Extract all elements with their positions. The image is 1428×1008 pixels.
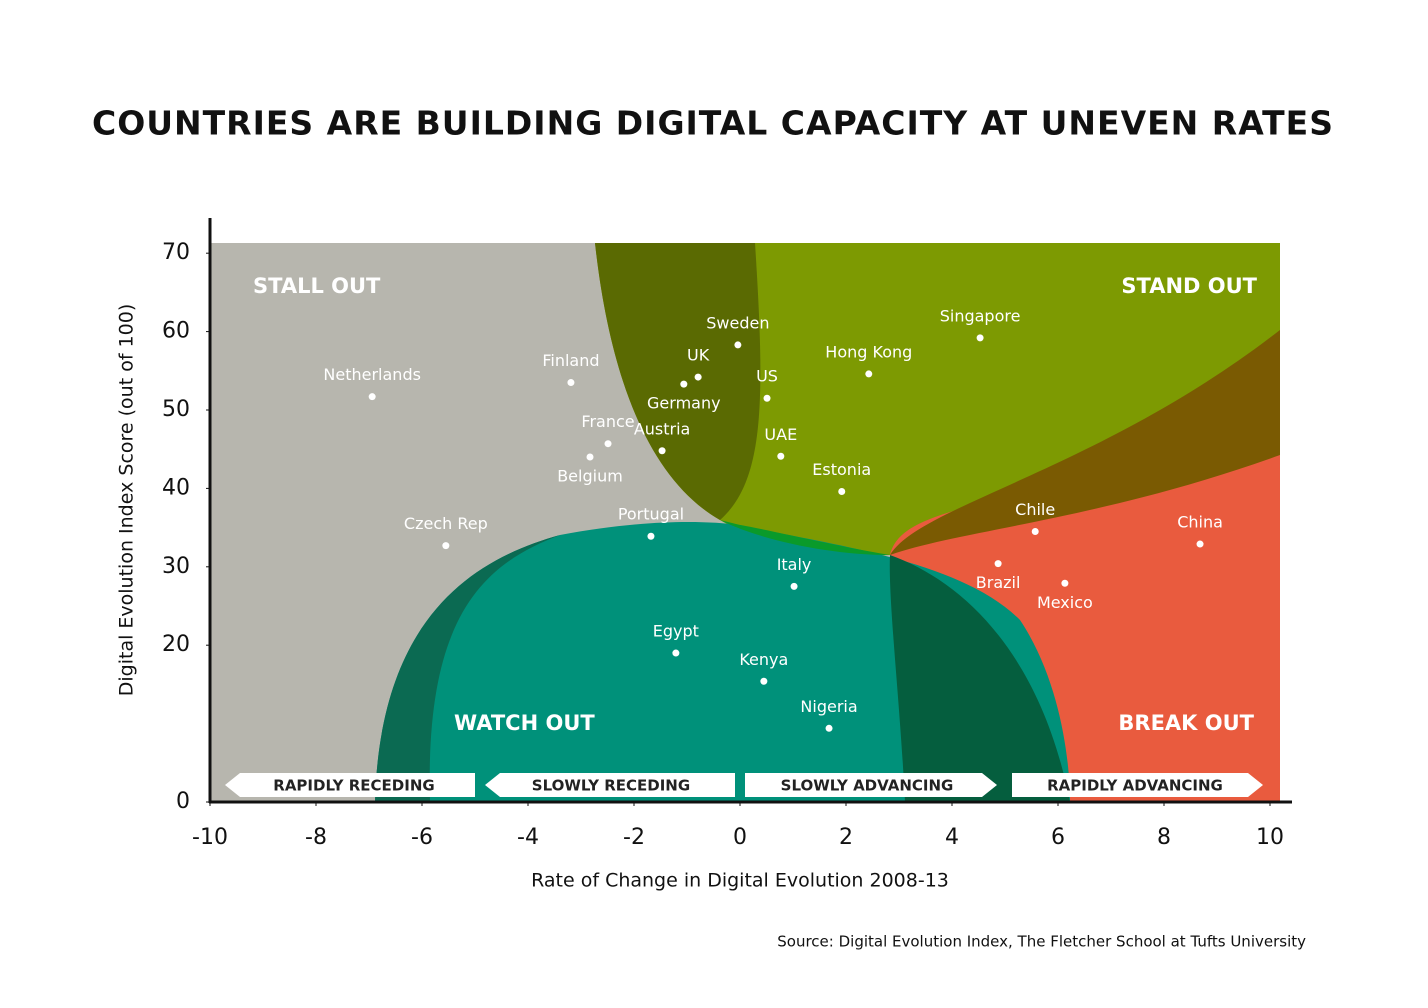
point-label: Belgium [557,467,623,486]
y-tick-label: 30 [162,554,190,579]
x-tick-label: 6 [1051,825,1065,850]
overlap-region [890,330,1280,555]
band-label: SLOWLY ADVANCING [781,777,954,795]
point [763,394,771,402]
point [994,560,1002,568]
x-tick-label: -2 [623,825,645,850]
point [760,677,768,685]
point-label: Italy [777,555,812,574]
chart-title: COUNTRIES ARE BUILDING DIGITAL CAPACITY … [92,104,1334,143]
point [442,542,450,550]
point-label: Finland [542,351,599,370]
point [976,334,984,342]
point [647,532,655,540]
regions [210,243,1280,802]
x-tick-label: 2 [839,825,853,850]
overlap-region [375,535,560,802]
x-tick-label: -8 [305,825,327,850]
x-tick-label: 4 [945,825,959,850]
quadrant-label: BREAK OUT [1118,711,1254,735]
band-arrow [225,773,475,797]
point-label: Portugal [618,505,684,524]
point-label: Estonia [812,460,871,479]
point-label: Germany [647,394,721,413]
band-arrow [1012,773,1263,797]
point-label: Egypt [653,622,699,641]
bands: RAPIDLY RECEDING SLOWLY RECEDING SLOWLY … [225,773,1263,797]
point-label: Sweden [706,313,769,332]
band-label: RAPIDLY RECEDING [273,777,434,795]
x-tick-label: 0 [733,825,747,850]
band-arrow [745,773,997,797]
point [368,393,376,401]
point [1061,579,1069,587]
point-label: France [581,412,634,431]
quadrant-label: STALL OUT [253,274,381,298]
point [838,488,846,496]
y-tick-label: 50 [162,397,190,422]
y-tick-label: 70 [162,240,190,265]
point-label: Kenya [739,650,788,669]
quadrant-label: WATCH OUT [454,711,595,735]
point-label: China [1177,513,1223,532]
point [1031,528,1039,536]
y-axis-label: Digital Evolution Index Score (out of 10… [116,304,138,697]
y-tick-label: 60 [162,319,190,344]
point [567,379,575,387]
x-tick-label: 10 [1256,825,1284,850]
band-arrow [485,773,735,797]
point [694,373,702,381]
x-tick-label: 8 [1157,825,1171,850]
source: Source: Digital Evolution Index, The Fle… [777,933,1306,951]
point-label: Singapore [940,306,1021,325]
point-label: US [756,367,778,386]
point-label: Brazil [976,573,1021,592]
point-label: UK [687,346,710,365]
x-tick-label: -6 [411,825,433,850]
overlap-region [595,243,761,520]
point [825,724,833,732]
point-label: Nigeria [800,697,857,716]
y-tick-label: 20 [162,632,190,657]
point [1196,540,1204,548]
point-label: Austria [634,419,691,438]
y-tick-label: 0 [176,789,190,814]
break-region [890,455,1280,802]
point [790,582,798,590]
point-label: Netherlands [323,365,421,384]
x-tick-label: -4 [517,825,539,850]
point [658,447,666,455]
point [734,341,742,349]
point [604,440,612,448]
quadrant-label: STAND OUT [1121,274,1257,298]
point [680,380,688,388]
overlap-region [889,555,1070,802]
y-tick-label: 40 [162,475,190,500]
point-label: UAE [764,425,797,444]
point-label: Hong Kong [825,342,912,361]
band-label: SLOWLY RECEDING [532,777,690,795]
x-tick-label: -10 [192,825,228,850]
point [865,370,873,378]
point-label: Mexico [1037,593,1093,612]
point [586,453,594,461]
point-label: Chile [1015,500,1055,519]
x-axis-label: Rate of Change in Digital Evolution 2008… [531,870,949,892]
band-label: RAPIDLY ADVANCING [1047,777,1223,795]
point [672,649,680,657]
point [777,452,785,460]
point-label: Czech Rep [404,514,488,533]
